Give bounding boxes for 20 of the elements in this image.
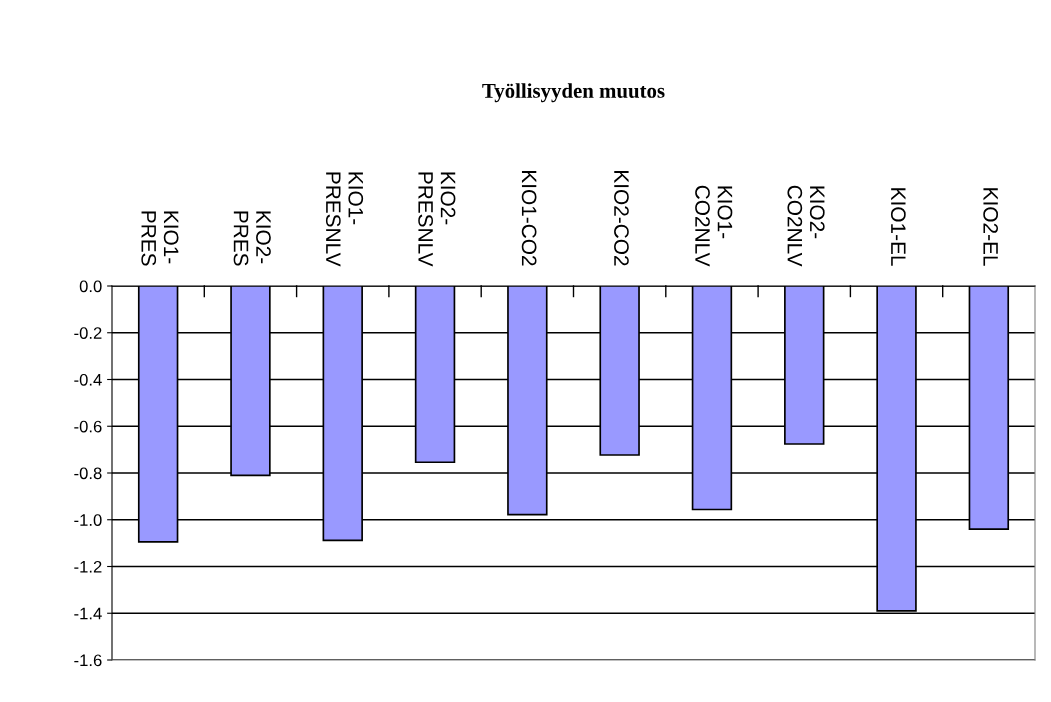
x-tick-label: KIO2- PRES [233, 211, 271, 266]
y-tick-label: -1.2 [74, 560, 102, 573]
y-tick-label: -0.2 [74, 327, 102, 339]
y-tick-label: 0.0 [79, 280, 102, 293]
y-tick-label: -1.0 [74, 514, 102, 526]
x-tick-label: KIO2- PRESNLV [418, 172, 456, 267]
x-tick-label: KIO1- PRES [141, 211, 179, 266]
y-tick-label: -0.8 [74, 467, 102, 480]
x-tick-label: KIO1- CO2NLV [695, 185, 733, 267]
x-tick-label: KIO2-CO2 [614, 171, 629, 266]
x-tick-label: KIO1- PRESNLV [325, 172, 364, 267]
y-tick-label: -0.4 [74, 373, 102, 386]
x-tick-label: KIO2-EL [983, 188, 999, 266]
y-tick-label: -0.6 [74, 420, 102, 433]
y-tick-label: -1.4 [74, 607, 102, 620]
chart-title: Työllisyyden muutos [482, 83, 665, 103]
x-tick-label: KIO1-EL [890, 188, 906, 266]
y-tick-label: -1.6 [74, 654, 102, 667]
x-tick-label: KIO1-CO2 [521, 171, 537, 266]
x-tick-label: KIO2- CO2NLV [787, 185, 825, 267]
